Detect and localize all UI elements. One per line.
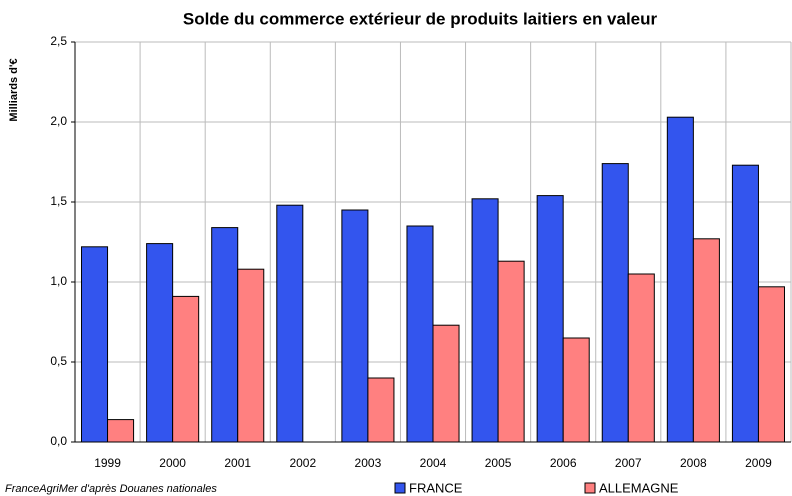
bar <box>731 164 759 443</box>
bar <box>367 377 395 443</box>
y-tick-label: 0,5 <box>50 354 67 368</box>
bar <box>627 273 655 443</box>
x-tick-label: 2008 <box>680 456 707 470</box>
y-tick-label: 2,0 <box>50 114 67 128</box>
x-tick-label: 2000 <box>159 456 186 470</box>
x-tick-label: 2006 <box>550 456 577 470</box>
legend-swatch <box>394 482 406 494</box>
bar <box>341 209 369 443</box>
bar <box>692 238 720 443</box>
legend-swatch <box>584 482 596 494</box>
bar <box>211 227 239 443</box>
x-tick-label: 1999 <box>94 456 121 470</box>
bar <box>471 198 499 443</box>
y-axis-label: Milliards d'€ <box>8 58 20 121</box>
bar <box>146 243 174 443</box>
x-tick-label: 2003 <box>355 456 382 470</box>
y-tick-label: 0,0 <box>50 434 67 448</box>
x-tick-label: 2001 <box>224 456 251 470</box>
y-tick-label: 1,0 <box>50 274 67 288</box>
x-tick-label: 2002 <box>289 456 316 470</box>
bar <box>107 419 135 443</box>
legend-label: ALLEMAGNE <box>599 480 679 495</box>
y-tick-label: 1,5 <box>50 194 67 208</box>
bar <box>172 295 200 443</box>
x-tick-label: 2005 <box>485 456 512 470</box>
y-tick-label: 2,5 <box>50 34 67 48</box>
bar <box>601 163 629 443</box>
x-tick-label: 2007 <box>615 456 642 470</box>
legend-label: FRANCE <box>409 480 463 495</box>
bar <box>81 246 109 443</box>
chart-title: Solde du commerce extérieur de produits … <box>183 9 658 28</box>
bar <box>757 286 785 443</box>
bar <box>497 260 525 443</box>
source-note: FranceAgriMer d'après Douanes nationales <box>5 483 217 495</box>
bar <box>237 268 265 443</box>
bar <box>276 204 304 443</box>
bar <box>406 225 434 443</box>
x-tick-label: 2009 <box>745 456 772 470</box>
bar <box>666 116 694 443</box>
bar <box>536 195 564 443</box>
bar <box>562 337 590 443</box>
bar <box>432 324 460 443</box>
x-tick-label: 2004 <box>420 456 447 470</box>
